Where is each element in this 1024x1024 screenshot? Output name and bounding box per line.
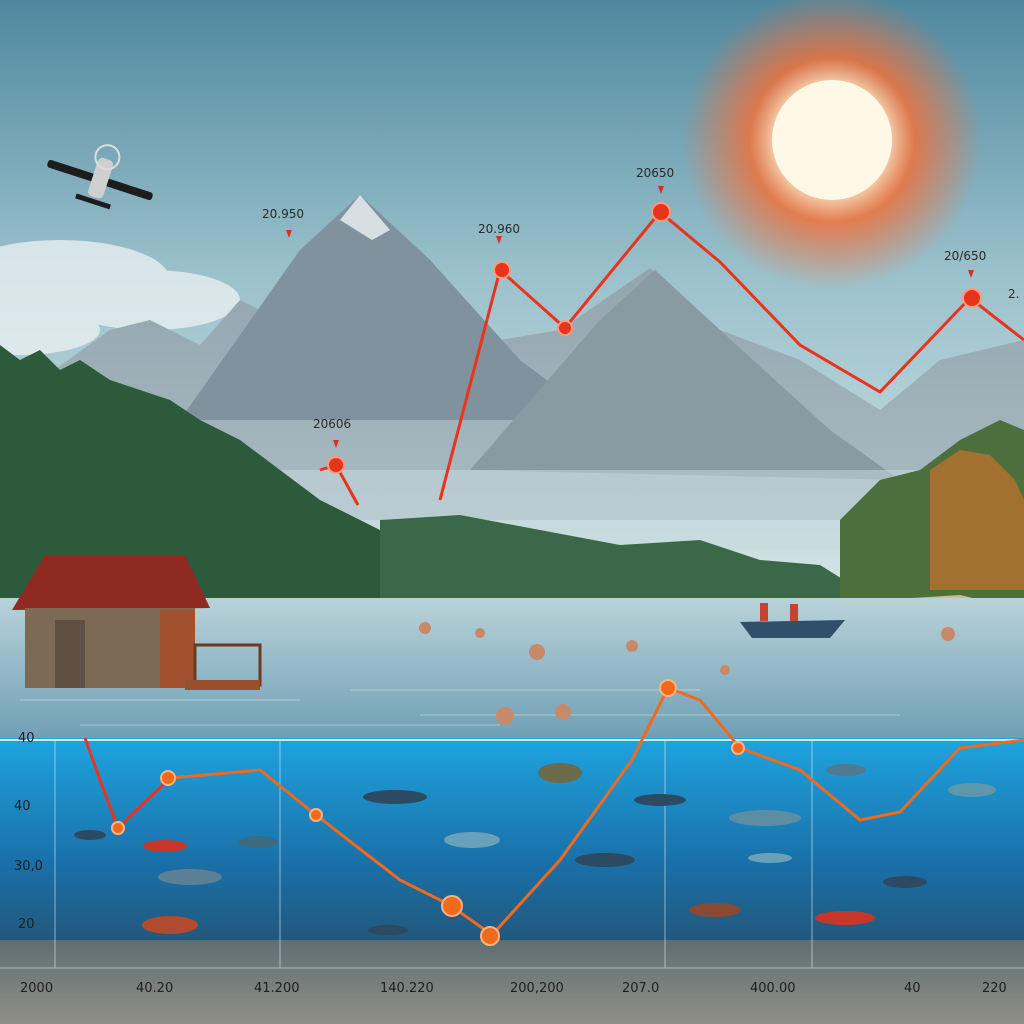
underwater-grid bbox=[0, 740, 1024, 969]
upper-point bbox=[327, 456, 345, 474]
x-tick-label: 41.200 bbox=[254, 981, 300, 996]
fish bbox=[363, 790, 427, 804]
upper-point bbox=[557, 320, 573, 336]
x-tick-label: 40 bbox=[904, 981, 921, 996]
swimmers bbox=[419, 622, 955, 725]
fish-school bbox=[74, 763, 996, 935]
fish bbox=[158, 869, 222, 885]
forest-left bbox=[0, 345, 440, 600]
fish bbox=[368, 925, 408, 935]
upper-point bbox=[962, 288, 982, 308]
fish bbox=[142, 916, 198, 934]
upper-point bbox=[651, 202, 671, 222]
fish bbox=[883, 876, 927, 888]
underwater bbox=[0, 738, 1024, 968]
lake-bed bbox=[0, 940, 1024, 1024]
fish bbox=[74, 830, 106, 840]
fish bbox=[826, 764, 866, 776]
fish bbox=[538, 763, 582, 783]
fish bbox=[689, 903, 741, 917]
lower-point bbox=[111, 821, 125, 835]
annotation-label: 20.950 bbox=[262, 207, 304, 221]
fish bbox=[575, 853, 635, 867]
y-tick-label: 30,0 bbox=[14, 859, 43, 874]
x-tick-label: 2000 bbox=[20, 981, 53, 996]
clouds bbox=[0, 240, 240, 355]
x-tick-label: 220 bbox=[982, 981, 1007, 996]
mountain-peak-right bbox=[470, 270, 900, 480]
y-tick-label: 20 bbox=[18, 917, 35, 932]
lower-point bbox=[731, 741, 745, 755]
autumn-trees bbox=[930, 450, 1024, 590]
upper-line-markers bbox=[327, 202, 982, 474]
upper-temperature-line-main bbox=[438, 209, 1024, 501]
fish bbox=[948, 783, 996, 797]
forest-center bbox=[380, 515, 860, 610]
boat bbox=[740, 603, 845, 638]
annotation-label: 20606 bbox=[313, 417, 351, 431]
mountain-snow bbox=[340, 195, 390, 240]
sun bbox=[772, 80, 892, 200]
annotation-label: 20650 bbox=[636, 166, 674, 180]
boathouse bbox=[12, 555, 262, 690]
upper-line-pins bbox=[286, 186, 974, 448]
x-tick-label: 200,200 bbox=[510, 981, 564, 996]
fish bbox=[238, 836, 278, 848]
underwater-depth-line-red bbox=[83, 737, 172, 831]
lower-point bbox=[480, 926, 500, 946]
x-tick-label: 207.0 bbox=[622, 981, 659, 996]
y-tick-label: 40 bbox=[14, 799, 31, 814]
y-tick-label: 40 bbox=[18, 731, 35, 746]
fish bbox=[143, 840, 187, 852]
annotation-label: 2. bbox=[1008, 287, 1019, 301]
fish bbox=[729, 810, 801, 826]
x-tick-label: 140.220 bbox=[380, 981, 434, 996]
mountain-peak-left bbox=[180, 195, 600, 420]
x-tick-label: 400.00 bbox=[750, 981, 796, 996]
x-tick-label: 40.20 bbox=[136, 981, 173, 996]
underwater-depth-line bbox=[169, 686, 1024, 937]
lower-point bbox=[441, 895, 463, 917]
airplane-icon bbox=[47, 144, 153, 210]
fish bbox=[815, 911, 875, 925]
fish bbox=[748, 853, 792, 863]
lower-point bbox=[309, 808, 323, 822]
lower-point bbox=[160, 770, 176, 786]
annotation-label: 20.960 bbox=[478, 222, 520, 236]
fish bbox=[444, 832, 500, 848]
fish bbox=[634, 794, 686, 806]
lower-line-markers bbox=[111, 679, 745, 946]
upper-point bbox=[493, 261, 511, 279]
annotation-label: 20/650 bbox=[944, 249, 986, 263]
lower-point bbox=[659, 679, 677, 697]
